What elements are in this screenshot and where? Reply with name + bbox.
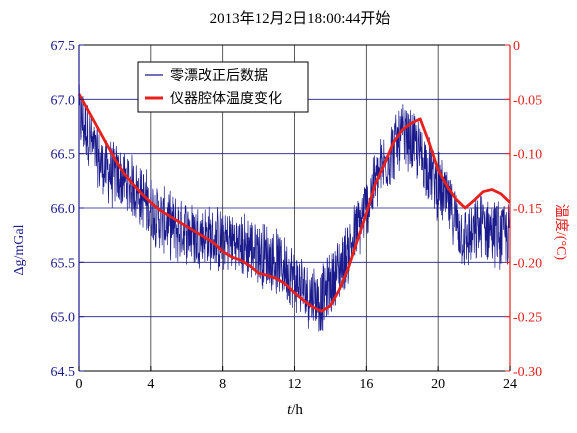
y-tick-label-left: 64.5 [51,365,76,380]
y-tick-label-right: -0.30 [513,365,542,380]
y-tick-label-right: -0.15 [513,202,542,217]
x-tick-label: 20 [431,377,445,392]
y-tick-label-left: 67.5 [51,39,76,54]
y-tick-label-left: 66.0 [51,202,76,217]
legend-label-temperature: 仪器腔体温度变化 [170,91,282,107]
x-tick-label: 12 [288,377,302,392]
y-tick-label-right: -0.10 [513,148,542,163]
y-axis-label-right: 温度/(°C) [553,204,569,260]
x-tick-label: 8 [219,377,226,392]
x-tick-label: 0 [76,377,83,392]
chart-title: 2013年12月2日18:00:44开始 [210,10,391,27]
y-tick-label-left: 66.5 [51,148,76,163]
ticks-layer: 0 4 8 12 16 20 24 64.5 65.0 65.5 66.0 66.5 67.0 67.5 -… [51,39,543,392]
x-tick-label: 16 [359,377,373,392]
x-tick-label: 24 [503,377,517,392]
y-tick-label-right: -0.20 [513,256,542,271]
y-axis-label-left: Δg/mGal [12,224,27,275]
legend: 零漂改正后数据 仪器腔体温度变化 [137,61,309,113]
x-axis-label: t/h [287,402,303,418]
y-tick-label-right: -0.25 [513,311,542,326]
y-tick-label-left: 67.0 [51,93,76,108]
y-tick-label-left: 65.0 [51,311,76,326]
legend-label-gravity: 零漂改正后数据 [170,68,268,84]
legend-box [137,61,309,113]
y-tick-label-left: 65.5 [51,256,76,271]
series-layer [77,84,511,332]
y-tick-label-right: -0.05 [513,93,542,108]
x-tick-label: 4 [147,377,154,392]
series-line-temperature [77,93,511,313]
y-tick-label-right: 0 [513,39,520,54]
